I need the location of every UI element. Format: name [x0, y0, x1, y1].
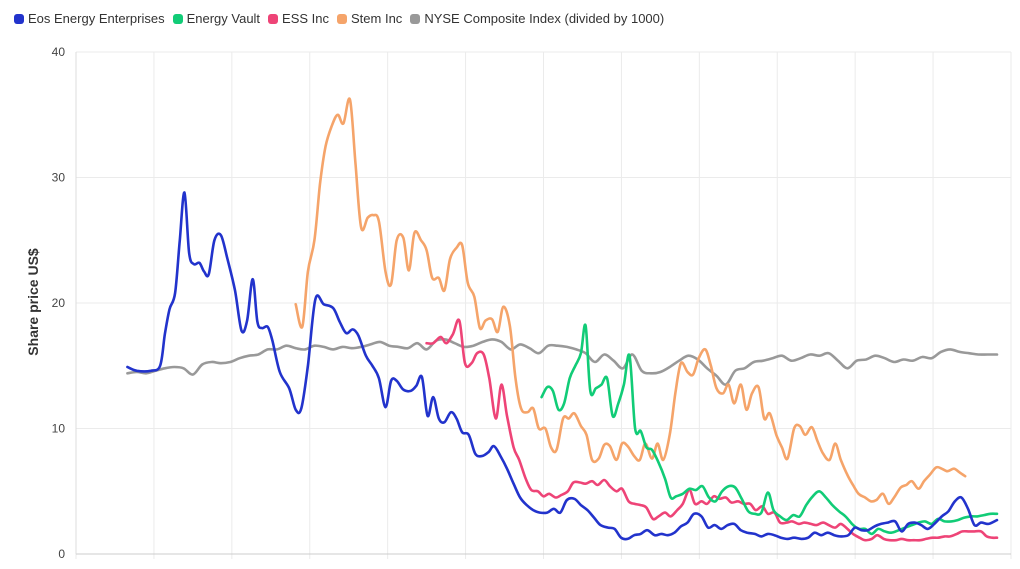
series-line-stem-inc	[294, 97, 967, 506]
series-line-ess-inc	[425, 318, 999, 542]
legend-item[interactable]: Eos Energy Enterprises	[14, 11, 165, 26]
legend-swatch	[410, 13, 421, 24]
y-tick-label: 40	[52, 45, 66, 59]
legend-item[interactable]: Stem Inc	[337, 11, 402, 26]
y-axis-ticks: 0 10 20 30 40	[52, 45, 66, 561]
legend-swatch	[14, 13, 24, 24]
legend-label: Eos Energy Enterprises	[28, 11, 165, 26]
legend-item[interactable]: Energy Vault	[172, 11, 261, 26]
legend-label: Stem Inc	[351, 11, 403, 26]
y-tick-label: 30	[52, 171, 66, 185]
legend-label: ESS Inc	[282, 11, 330, 26]
legend-item[interactable]: ESS Inc	[268, 11, 329, 26]
y-tick-label: 0	[58, 547, 65, 561]
y-axis-label: Share price US$	[25, 248, 41, 356]
y-tick-label: 10	[52, 422, 66, 436]
legend-label: NYSE Composite Index (divided by 1000)	[424, 11, 665, 26]
legend-swatch	[172, 13, 183, 24]
grid	[75, 51, 1012, 559]
legend-item[interactable]: NYSE Composite Index (divided by 1000)	[410, 11, 664, 26]
legend-label: Energy Vault	[186, 11, 261, 26]
legend: Eos Energy Enterprises Energy Vault ESS In…	[14, 11, 672, 26]
y-tick-label: 20	[52, 296, 66, 310]
series-line-nyse-composite-index-divided-by-1000	[126, 337, 999, 386]
series-line-eos-energy-enterprises	[126, 191, 999, 541]
legend-swatch	[268, 13, 279, 24]
legend-swatch	[337, 13, 348, 24]
series-group	[126, 97, 999, 542]
